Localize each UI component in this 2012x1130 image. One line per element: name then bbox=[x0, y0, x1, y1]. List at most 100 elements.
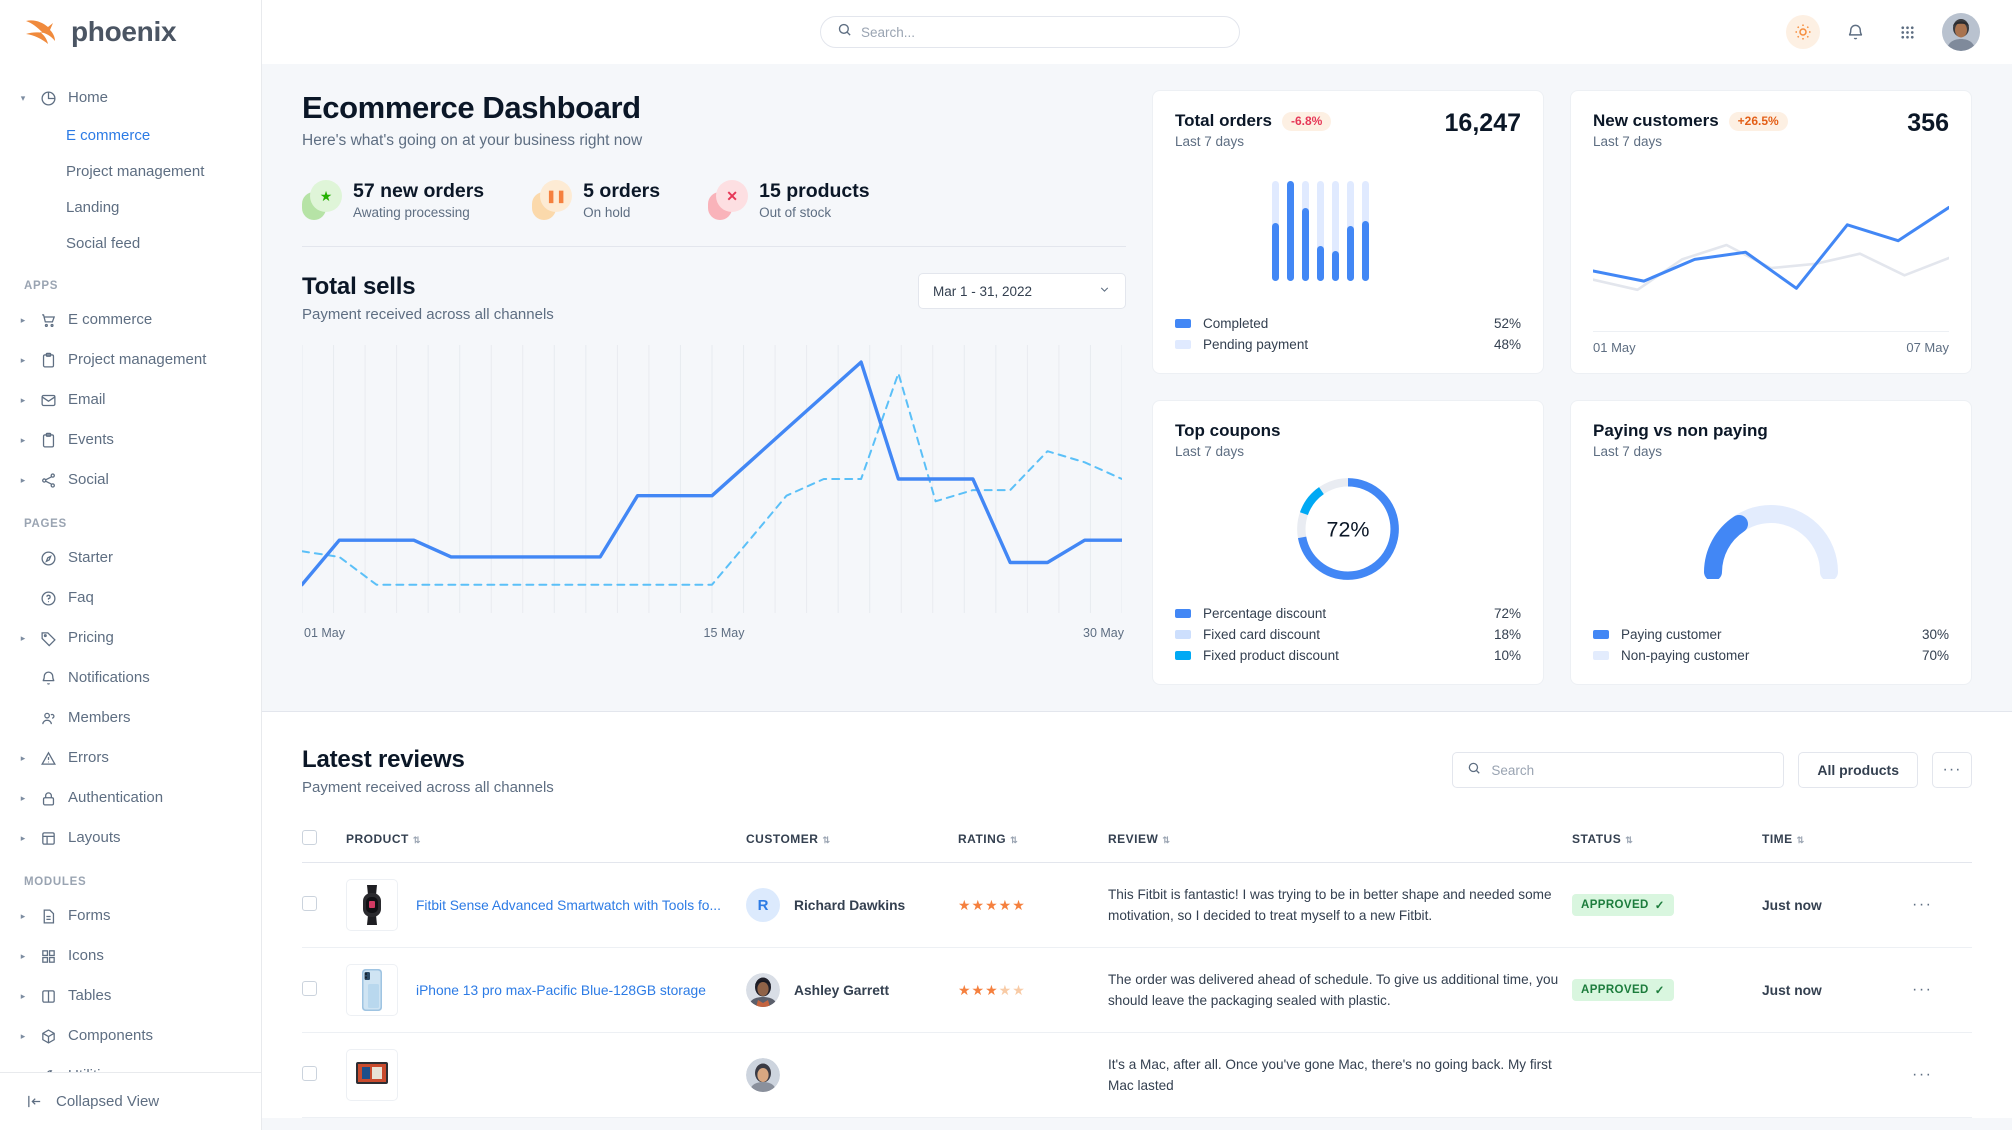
all-products-button[interactable]: All products bbox=[1798, 752, 1918, 788]
status-badge: -6.8% bbox=[1281, 111, 1332, 131]
brand[interactable]: phoenix bbox=[0, 0, 261, 64]
reviews-search[interactable] bbox=[1452, 752, 1785, 788]
th-customer[interactable]: CUSTOMER ⇅ bbox=[746, 830, 958, 863]
total-sells-header: Total sells Payment received across all … bbox=[302, 273, 1126, 323]
th-label: PRODUCT bbox=[346, 832, 409, 846]
legend-value: 52% bbox=[1493, 316, 1521, 331]
sidebar-item-label: E commerce bbox=[68, 311, 153, 328]
stat-out-of-stock: ✕ 15 products Out of stock bbox=[708, 180, 918, 220]
sidebar-item-label: Social bbox=[68, 471, 109, 488]
grid-icon bbox=[38, 948, 58, 965]
sort-icon: ⇅ bbox=[1010, 835, 1019, 845]
sidebar-item-layouts[interactable]: ▸ Layouts bbox=[0, 818, 261, 858]
status-label: APPROVED bbox=[1581, 899, 1649, 911]
card-subtitle: Last 7 days bbox=[1175, 134, 1245, 149]
sidebar-item-forms[interactable]: ▸ Forms bbox=[0, 896, 261, 936]
donut-center-label: 72% bbox=[1327, 517, 1370, 541]
sidebar-subitem-landing[interactable]: Landing bbox=[66, 199, 120, 216]
date-range-select[interactable]: Mar 1 - 31, 2022 bbox=[918, 273, 1126, 309]
product-thumbnail bbox=[346, 879, 398, 931]
row-more-button[interactable]: ··· bbox=[1912, 1066, 1933, 1083]
stat-label: Awating processing bbox=[353, 205, 470, 220]
product-thumbnail bbox=[346, 1049, 398, 1101]
th-review[interactable]: REVIEW ⇅ bbox=[1108, 830, 1572, 863]
sort-icon: ⇅ bbox=[412, 835, 421, 845]
sidebar-item-members[interactable]: ▸ Members bbox=[0, 698, 261, 738]
cell-review: It's a Mac, after all. Once you've gone … bbox=[1108, 1032, 1572, 1118]
stat-value: 57 new orders bbox=[353, 180, 485, 202]
bell-icon[interactable] bbox=[1838, 15, 1872, 49]
customer-cell: Ashley Garrett bbox=[746, 973, 958, 1007]
card-title: Top coupons bbox=[1175, 421, 1281, 440]
left-column: Ecommerce Dashboard Here's what's going … bbox=[300, 90, 1126, 685]
search-input[interactable] bbox=[861, 24, 1223, 40]
total-sells-axis: 01 May 15 May 30 May bbox=[302, 626, 1126, 640]
sidebar-item-project-management[interactable]: ▸ Project management bbox=[0, 340, 261, 380]
sidebar-item-icons[interactable]: ▸ Icons bbox=[0, 936, 261, 976]
x-tick: 01 May bbox=[304, 626, 345, 640]
sidebar-item-components[interactable]: ▸ Components bbox=[0, 1016, 261, 1056]
sidebar-item-e-commerce[interactable]: ▸ E commerce bbox=[0, 300, 261, 340]
sun-icon[interactable] bbox=[1786, 15, 1820, 49]
sidebar-item-tables[interactable]: ▸ Tables bbox=[0, 976, 261, 1016]
legend-item: Pending payment 48% bbox=[1175, 334, 1521, 355]
macbook-icon bbox=[356, 1062, 388, 1084]
sidebar-subitem-ecommerce[interactable]: E commerce bbox=[66, 127, 151, 144]
reviews-search-input[interactable] bbox=[1491, 762, 1770, 778]
chevron-right-icon: ▸ bbox=[20, 435, 26, 445]
avatar-initial: R bbox=[757, 896, 769, 914]
sidebar-item-starter[interactable]: ▸ Starter bbox=[0, 538, 261, 578]
th-rating[interactable]: RATING ⇅ bbox=[958, 830, 1108, 863]
more-options-button[interactable]: ··· bbox=[1932, 752, 1972, 788]
sidebar-item-utilities[interactable]: ▸ Utilities bbox=[0, 1056, 261, 1072]
legend-item: Fixed card discount 18% bbox=[1175, 624, 1521, 645]
table-row[interactable]: iPhone 13 pro max-Pacific Blue-128GB sto… bbox=[302, 947, 1972, 1033]
topbar-actions bbox=[1786, 13, 1980, 51]
sidebar-item-faq[interactable]: ▸ Faq bbox=[0, 578, 261, 618]
th-time[interactable]: TIME ⇅ bbox=[1762, 830, 1912, 863]
sidebar-item-pricing[interactable]: ▸ Pricing bbox=[0, 618, 261, 658]
row-checkbox[interactable] bbox=[302, 981, 317, 996]
reviews-titles: Latest reviews Payment received across a… bbox=[302, 746, 554, 796]
customer-cell bbox=[746, 1058, 958, 1092]
global-search[interactable] bbox=[820, 16, 1240, 48]
select-all-checkbox[interactable] bbox=[302, 830, 317, 845]
grid-apps-icon[interactable] bbox=[1890, 15, 1924, 49]
sidebar-subitem-project-management[interactable]: Project management bbox=[66, 163, 205, 180]
row-checkbox[interactable] bbox=[302, 896, 317, 911]
row-more-button[interactable]: ··· bbox=[1912, 896, 1933, 913]
total-sells-title: Total sells bbox=[302, 273, 416, 300]
sidebar-item-email[interactable]: ▸ Email bbox=[0, 380, 261, 420]
latest-reviews-section: Latest reviews Payment received across a… bbox=[262, 711, 2012, 1118]
cell-time bbox=[1762, 1032, 1912, 1118]
table-row[interactable]: Fitbit Sense Advanced Smartwatch with To… bbox=[302, 862, 1972, 948]
product-cell bbox=[346, 1049, 746, 1101]
sidebar-item-home[interactable]: ▾ Home bbox=[0, 78, 261, 118]
sidebar-item-label: Notifications bbox=[68, 669, 150, 686]
cell-review: The order was delivered ahead of schedul… bbox=[1108, 947, 1572, 1033]
sidebar-item-notifications[interactable]: ▸ Notifications bbox=[0, 658, 261, 698]
sidebar-item-label: Icons bbox=[68, 947, 104, 964]
cell-select bbox=[302, 1032, 346, 1118]
row-checkbox[interactable] bbox=[302, 1066, 317, 1081]
sidebar-item-events[interactable]: ▸ Events bbox=[0, 420, 261, 460]
sidebar-item-authentication[interactable]: ▸ Authentication bbox=[0, 778, 261, 818]
avatar[interactable] bbox=[1942, 13, 1980, 51]
card-legend: Percentage discount 72% Fixed card disco… bbox=[1175, 603, 1521, 666]
product-link[interactable]: iPhone 13 pro max-Pacific Blue-128GB sto… bbox=[416, 982, 706, 998]
share-icon bbox=[38, 472, 58, 489]
th-product[interactable]: PRODUCT ⇅ bbox=[346, 830, 746, 863]
table-row[interactable]: It's a Mac, after all. Once you've gone … bbox=[302, 1032, 1972, 1118]
sidebar-item-social[interactable]: ▸ Social bbox=[0, 460, 261, 500]
legend-swatch bbox=[1175, 630, 1191, 639]
collapse-icon bbox=[24, 1093, 44, 1110]
avatar: R bbox=[746, 888, 780, 922]
collapsed-view-toggle[interactable]: Collapsed View bbox=[0, 1072, 261, 1130]
card-header: New customers +26.5% Last 7 days 356 bbox=[1593, 111, 1949, 150]
sidebar-subitem-social-feed[interactable]: Social feed bbox=[66, 235, 141, 252]
sidebar-item-label: Utilities bbox=[68, 1062, 116, 1072]
sidebar-item-errors[interactable]: ▸ Errors bbox=[0, 738, 261, 778]
th-status[interactable]: STATUS ⇅ bbox=[1572, 830, 1762, 863]
row-more-button[interactable]: ··· bbox=[1912, 981, 1933, 998]
product-link[interactable]: Fitbit Sense Advanced Smartwatch with To… bbox=[416, 897, 721, 913]
